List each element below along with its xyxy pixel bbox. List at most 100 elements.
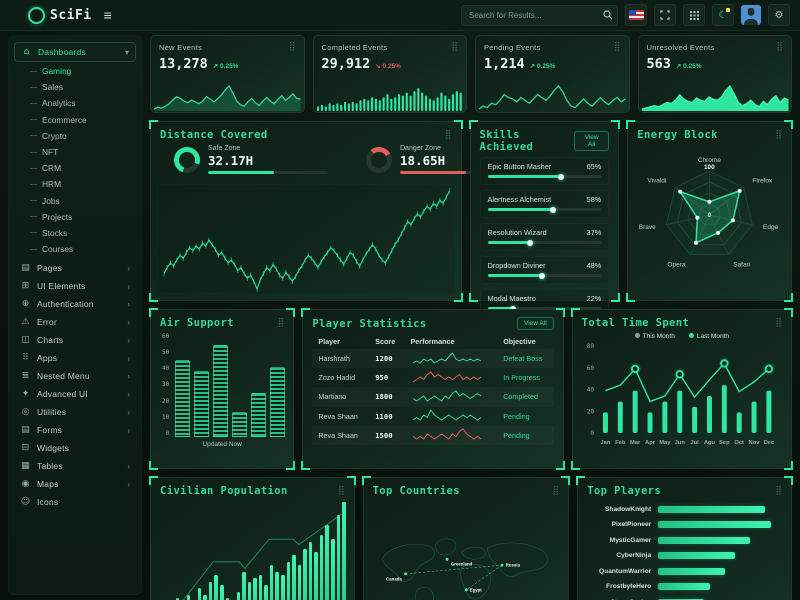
spark-dot-icon — [726, 8, 730, 12]
svg-text:Oct: Oct — [734, 440, 744, 446]
sidebar-item-label: UI Elements — [37, 281, 86, 292]
skill-slider[interactable] — [487, 206, 602, 213]
svg-text:60: 60 — [586, 365, 594, 372]
sidebar-item-widgets[interactable]: ⊟ Widgets — [14, 439, 136, 457]
sidebar-item-forms[interactable]: ▤ Forms › — [14, 421, 136, 439]
search-icon[interactable] — [603, 10, 613, 20]
table-row[interactable]: Reva Shaan 1500 Pending — [312, 426, 553, 445]
stat-title: New Events — [159, 42, 203, 52]
legend-label: This Month — [642, 333, 675, 340]
chart-legend: This Month Last Month — [582, 333, 782, 340]
sidebar-item-error[interactable]: ⚠ Error › — [14, 313, 136, 331]
search-input[interactable] — [461, 4, 618, 26]
panel-grid-icon[interactable]: ⣿ — [776, 42, 783, 52]
population-bar — [242, 571, 246, 600]
skill-slider[interactable] — [487, 305, 602, 312]
sidebar-item-icons[interactable]: ☺ Icons — [14, 493, 136, 511]
table-row[interactable]: Reva Shaan 1100 Pending — [312, 407, 553, 426]
skill-slider-thumb[interactable] — [539, 272, 546, 279]
sidebar-item-label: Maps — [37, 479, 59, 490]
y-tick-label: 50 — [162, 349, 170, 357]
skill-slider-thumb[interactable] — [558, 173, 565, 180]
skill-slider[interactable] — [487, 239, 602, 246]
population-bar — [247, 581, 252, 600]
sidebar-subitem-crypto[interactable]: — Crypto — [26, 128, 136, 144]
sidebar-item-label: Advanced UI — [37, 389, 88, 400]
sidebar-item-pages[interactable]: ▤ Pages › — [14, 259, 136, 277]
panel-grid-icon[interactable]: ⣿ — [451, 42, 458, 52]
fullscreen-icon[interactable] — [654, 4, 676, 26]
sidebar-subitem-gaming[interactable]: — Gaming — [26, 63, 136, 79]
error-icon: ⚠ — [21, 317, 30, 328]
language-button[interactable] — [625, 4, 647, 26]
table-row[interactable]: Harshrath 1200 Defeat Boss — [312, 349, 553, 368]
menu-toggle-icon[interactable]: ≡ — [103, 7, 112, 23]
sidebar-subitem-ecommerce[interactable]: — Ecommerce — [26, 112, 136, 128]
chevron-right-icon: › — [127, 479, 130, 489]
sidebar-nav: ⌂ Dashboards ▾ — Gaming — Sales — Analytics — Ecom… — [14, 42, 136, 511]
apps-icon: ⠿ — [22, 353, 29, 364]
legend-dot-icon — [688, 333, 694, 338]
table-row[interactable]: Zozo Hadid 950 In Progress — [312, 368, 553, 387]
panel-grid-icon[interactable]: ⣿ — [444, 130, 452, 140]
view-all-button[interactable]: View All — [574, 131, 610, 151]
view-all-button[interactable]: View All — [517, 317, 554, 330]
sidebar-subitem-crm[interactable]: — CRM — [26, 160, 136, 176]
panel-grid-icon[interactable]: ⣿ — [775, 318, 782, 328]
sidebar-item-ui-elements[interactable]: ⊞ UI Elements › — [14, 277, 136, 295]
panel-grid-icon[interactable]: ⣿ — [288, 42, 296, 52]
svg-text:20: 20 — [586, 408, 594, 415]
sidebar-subitem-courses[interactable]: — Courses — [26, 241, 136, 257]
theme-toggle-icon[interactable]: ☾ — [712, 4, 734, 26]
skill-slider-thumb[interactable] — [550, 206, 557, 213]
sidebar-item-utilities[interactable]: ◎ Utilities › — [14, 403, 136, 421]
table-row[interactable]: Martiano 1800 Completed — [312, 387, 553, 406]
player-bar — [658, 598, 704, 600]
app-logo[interactable]: SciFi — [28, 6, 92, 24]
sidebar-item-tables[interactable]: ▦ Tables › — [14, 457, 136, 475]
panel-grid-icon[interactable]: ⣿ — [337, 486, 345, 496]
dash-icon: — — [30, 67, 37, 75]
panel-grid-icon[interactable]: ⣿ — [552, 486, 560, 496]
panel-grid-icon[interactable]: ⣿ — [277, 318, 285, 328]
sidebar-subitem-projects[interactable]: — Projects — [26, 209, 136, 225]
sidebar-item-apps[interactable]: ⠿ Apps › — [14, 349, 136, 367]
skill-slider[interactable] — [487, 272, 602, 279]
apps-grid-icon[interactable] — [683, 4, 705, 26]
sidebar-item-authentication[interactable]: ⊕ Authentication › — [14, 295, 136, 313]
svg-text:Sep: Sep — [719, 440, 730, 446]
player-name: ShadowKnight — [605, 505, 652, 513]
map-label-russia: Russia — [505, 563, 520, 568]
top-player-row: ShadowKnight — [587, 505, 782, 513]
y-tick-label: 30 — [162, 381, 170, 389]
sidebar-item-nested-menu[interactable]: ≣ Nested Menu › — [14, 367, 136, 385]
skill-slider-thumb[interactable] — [509, 305, 516, 312]
panel-title: Total Time Spent — [581, 317, 690, 329]
skill-item-resolution-wizard: Resolution Wizard 37% — [479, 223, 610, 251]
score-cell: 950 — [375, 373, 389, 383]
sidebar-item-dashboards[interactable]: ⌂ Dashboards ▾ — [14, 42, 136, 62]
sidebar-item-advanced-ui[interactable]: ✦ Advanced UI › — [14, 385, 136, 403]
settings-gear-icon[interactable]: ⚙ — [768, 4, 790, 26]
sidebar-item-maps[interactable]: ◉ Maps › — [14, 475, 136, 493]
skill-slider[interactable] — [487, 173, 602, 180]
sidebar-subitem-analytics[interactable]: — Analytics — [26, 95, 136, 111]
gauge-label: Danger Zone — [400, 145, 441, 152]
skill-slider-thumb[interactable] — [526, 239, 533, 246]
population-bar — [197, 588, 202, 600]
population-bar — [325, 525, 329, 600]
panel-grid-icon[interactable]: ⣿ — [613, 42, 621, 52]
panel-grid-icon[interactable]: ⣿ — [775, 130, 782, 140]
user-avatar[interactable] — [741, 5, 761, 25]
chevron-right-icon: › — [127, 263, 130, 273]
sidebar-subitem-hrm[interactable]: — HRM — [26, 176, 136, 192]
sidebar-subitem-label: Courses — [42, 244, 74, 255]
sidebar-subitem-nft[interactable]: — NFT — [26, 144, 136, 160]
population-bar — [275, 571, 280, 600]
sidebar-subitem-sales[interactable]: — Sales — [26, 79, 136, 95]
panel-grid-icon[interactable]: ⣿ — [775, 486, 782, 496]
sidebar-subitem-stocks[interactable]: — Stocks — [26, 225, 136, 241]
stat-value: 1,214 — [484, 56, 525, 72]
sidebar-item-charts[interactable]: ◫ Charts › — [14, 331, 136, 349]
sidebar-subitem-jobs[interactable]: — Jobs — [26, 193, 136, 209]
